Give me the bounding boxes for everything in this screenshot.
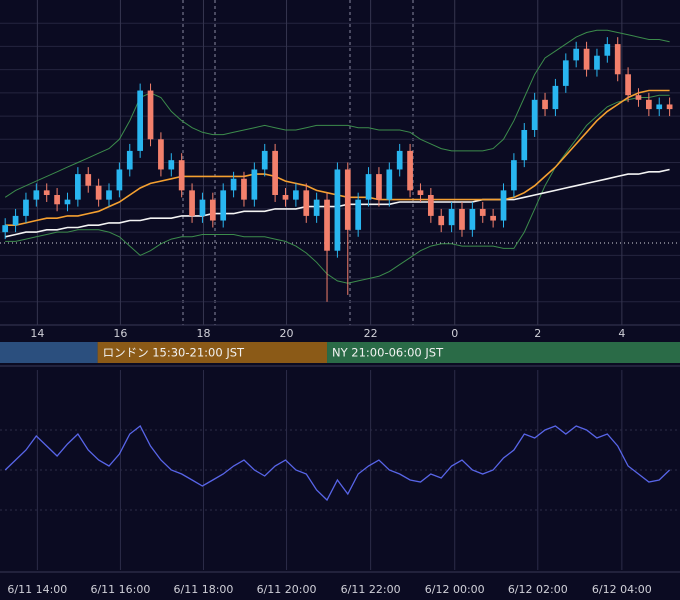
candle-body [583,48,590,70]
candle-body [542,99,548,110]
candle-body [23,199,29,216]
candle-body [282,195,289,200]
candle-body [490,215,496,221]
candle-body [625,74,631,96]
x-tick-label: 22 [364,327,378,340]
candle-body [386,169,393,200]
candle-body [261,150,268,170]
candle-body [666,104,673,110]
candle-body [396,150,403,170]
candle-body [43,190,50,195]
session [327,342,680,363]
candle-body [168,160,175,170]
candle-body [158,139,164,170]
candle-body [126,150,133,170]
candle-body [303,190,310,216]
candle-body [241,178,247,200]
candle-body [376,174,382,200]
session-bar: ロンドン 15:30-21:00 JST NY 21:00-06:00 JST [0,342,680,363]
candle-body [2,225,9,233]
x-tick-label: 16 [113,327,127,340]
candle-body [646,99,652,110]
candle-body [479,208,486,216]
session-label: ロンドン 15:30-21:00 JST [103,346,245,360]
candle-body [500,190,507,221]
candle-body [427,195,434,216]
candle-body [438,215,445,226]
candle-body [324,199,330,251]
candle-body [230,178,237,191]
candle-body [562,60,569,86]
candle-body [189,190,195,216]
x-tick-label: 6/11 16:00 [90,583,150,596]
session-label: NY 21:00-06:00 JST [332,346,444,360]
candle-body [635,95,642,100]
candle-body [604,44,611,56]
candle-body [85,174,92,186]
candle-body [75,174,81,200]
x-tick-label: 4 [618,327,625,340]
candle-body [147,90,154,140]
candle-body [64,199,71,205]
candle-body [355,199,362,230]
candle-body [272,150,278,195]
candle-body [511,160,517,191]
candle-body [209,199,216,221]
candle-body [334,169,341,251]
candle-body [531,99,538,130]
candle-body [344,169,351,230]
x-tick-label: 6/12 04:00 [592,583,652,596]
candle-body [469,208,476,230]
candle-body [365,174,372,200]
candle-body [137,90,144,151]
x-tick-label: 6/11 18:00 [174,583,234,596]
candle-body [251,169,258,200]
candle-body [459,208,465,230]
x-tick-label: 2 [534,327,541,340]
candle-body [12,215,19,226]
candle-body [552,85,559,110]
candle-body [293,190,299,200]
x-tick-label: 18 [196,327,210,340]
x-tick-label: 6/11 14:00 [7,583,67,596]
candle-body [594,55,600,70]
candle-body [220,190,227,221]
candle-body [106,190,112,200]
indicator-line [4,29,670,198]
candle-body [199,199,206,216]
x-tick-label: 0 [451,327,458,340]
x-tick-label: 6/12 00:00 [425,583,485,596]
candle-body [521,130,528,161]
x-tick-label: 14 [30,327,44,340]
x-tick-label: 6/11 22:00 [341,583,401,596]
x-tick-label: 6/11 20:00 [257,583,317,596]
oscillator-line [4,425,671,502]
candle-body [33,190,40,200]
candle-body [116,169,123,191]
candle-body [407,150,413,191]
candle-body [417,190,424,195]
candle-body [95,185,102,200]
x-tick-label: 6/12 02:00 [508,583,568,596]
candle-body [614,44,621,75]
x-tick-label: 20 [280,327,294,340]
candle-body [656,104,663,110]
candle-body [448,208,455,226]
session [0,342,98,363]
candle-body [54,195,60,205]
candle-body [573,48,580,61]
session [97,342,328,363]
candle-body [178,160,185,191]
candle-body [313,199,320,216]
